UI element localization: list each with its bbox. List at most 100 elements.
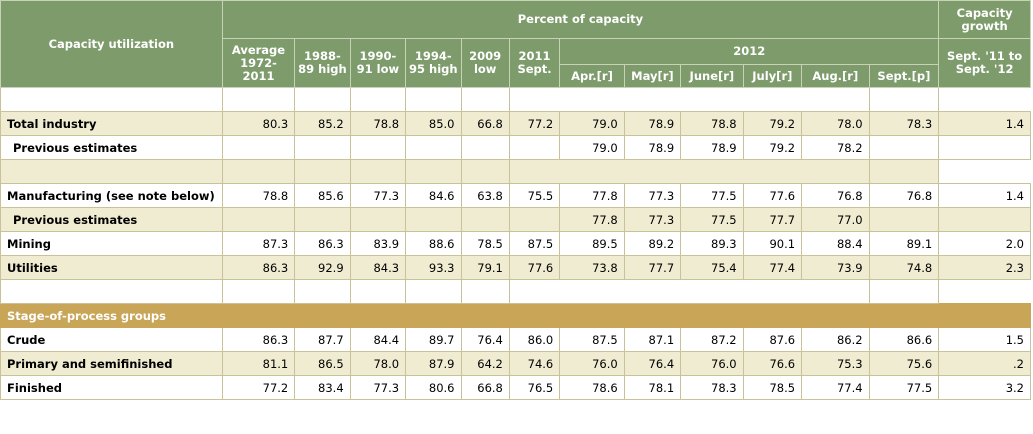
value-cell: 66.8 — [460, 375, 510, 400]
value-cell: 80.6 — [405, 375, 462, 400]
value-cell: 89.3 — [680, 231, 744, 256]
value-cell: 86.3 — [221, 327, 296, 352]
value-cell: 1.5 — [938, 327, 1031, 352]
spacer-cell — [221, 87, 296, 112]
value-cell: 87.3 — [221, 231, 296, 256]
spacer-cell — [221, 159, 296, 184]
value-cell: 92.9 — [294, 255, 351, 280]
value-cell: 2.0 — [938, 231, 1031, 256]
value-cell: 76.4 — [460, 327, 510, 352]
row-label: Finished — [0, 375, 223, 400]
value-cell: 83.4 — [294, 375, 351, 400]
value-cell: 87.7 — [294, 327, 351, 352]
row-label: Manufacturing (see note below) — [0, 183, 223, 208]
value-cell — [508, 135, 561, 160]
value-cell: 78.6 — [559, 375, 625, 400]
value-cell: 73.8 — [559, 255, 625, 280]
header-col: 1994-95 high — [405, 38, 462, 88]
value-cell: .2 — [938, 351, 1031, 376]
table-row: Manufacturing (see note below) 78.8 85.6 77… — [0, 183, 1031, 208]
value-cell: 87.5 — [559, 327, 625, 352]
value-cell: 88.6 — [405, 231, 462, 256]
value-cell: 79.2 — [742, 135, 803, 160]
value-cell: 85.2 — [294, 111, 351, 136]
header-col: 2009 low — [460, 38, 510, 88]
value-cell — [508, 207, 561, 232]
header-month: May[r] — [623, 64, 682, 88]
value-cell: 89.7 — [405, 327, 462, 352]
value-cell: 75.3 — [801, 351, 870, 376]
value-cell: 77.5 — [868, 375, 940, 400]
value-cell: 77.5 — [680, 207, 744, 232]
section-row: Stage-of-process groups — [0, 303, 1031, 328]
section-label: Stage-of-process groups — [0, 303, 1031, 328]
table-row: Previous estimates 79.0 78.9 78.9 79.2 78.2 — [0, 135, 1031, 160]
spacer-cell — [405, 87, 462, 112]
spacer-row — [0, 159, 1031, 184]
value-cell: 77.7 — [742, 207, 803, 232]
value-cell — [405, 135, 462, 160]
value-cell: 86.3 — [294, 231, 351, 256]
spacer-row — [0, 279, 1031, 304]
spacer-cell — [294, 87, 351, 112]
spacer-cell — [508, 159, 870, 184]
row-label: Total industry — [0, 111, 223, 136]
spacer-row — [0, 87, 1031, 112]
header-month: Apr.[r] — [559, 64, 625, 88]
value-cell: 76.0 — [559, 351, 625, 376]
value-cell — [868, 207, 940, 232]
table-row: Utilities 86.3 92.9 84.3 93.3 79.1 77.6 73.8 77.… — [0, 255, 1031, 280]
table-row: Primary and semifinished 81.1 86.5 78.0 87.9… — [0, 351, 1031, 376]
value-cell: 78.9 — [623, 135, 682, 160]
header-month: July[r] — [742, 64, 803, 88]
value-cell: 77.3 — [623, 207, 682, 232]
value-cell: 84.6 — [405, 183, 462, 208]
value-cell: 79.0 — [559, 135, 625, 160]
value-cell: 77.3 — [349, 375, 407, 400]
row-label: Mining — [0, 231, 223, 256]
header-month: June[r] — [680, 64, 744, 88]
value-cell — [938, 207, 1031, 232]
row-label: Crude — [0, 327, 223, 352]
value-cell: 76.0 — [680, 351, 744, 376]
header-col: Average 1972-2011 — [221, 38, 296, 88]
spacer-cell — [349, 159, 407, 184]
value-cell: 78.9 — [623, 111, 682, 136]
capacity-utilization-table: Capacity utilization Percent of capacity… — [0, 0, 1031, 400]
value-cell: 78.0 — [801, 111, 870, 136]
header-col: 1990-91 low — [349, 38, 407, 88]
spacer-cell — [868, 159, 940, 184]
value-cell: 89.1 — [868, 231, 940, 256]
value-cell: 90.1 — [742, 231, 803, 256]
value-cell: 77.8 — [559, 183, 625, 208]
table-row: Crude 86.3 87.7 84.4 89.7 76.4 86.0 87.5 87.1 87.… — [0, 327, 1031, 352]
spacer-cell — [294, 159, 351, 184]
value-cell: 89.5 — [559, 231, 625, 256]
value-cell: 84.3 — [349, 255, 407, 280]
header-month: Aug.[r] — [801, 64, 870, 88]
value-cell: 77.5 — [680, 183, 744, 208]
spacer-cell — [349, 87, 407, 112]
value-cell: 77.3 — [349, 183, 407, 208]
value-cell: 84.4 — [349, 327, 407, 352]
value-cell: 77.3 — [623, 183, 682, 208]
spacer-cell — [868, 87, 940, 112]
value-cell: 86.5 — [294, 351, 351, 376]
value-cell: 64.2 — [460, 351, 510, 376]
value-cell: 77.8 — [559, 207, 625, 232]
value-cell: 78.0 — [349, 351, 407, 376]
value-cell: 79.2 — [742, 111, 803, 136]
table-row: Finished 77.2 83.4 77.3 80.6 66.8 76.5 78.6 78.1… — [0, 375, 1031, 400]
value-cell — [868, 135, 940, 160]
value-cell: 75.5 — [508, 183, 561, 208]
value-cell: 2.3 — [938, 255, 1031, 280]
value-cell: 78.8 — [680, 111, 744, 136]
value-cell: 85.0 — [405, 111, 462, 136]
header-percent-of-capacity: Percent of capacity — [221, 0, 940, 39]
value-cell: 78.2 — [801, 135, 870, 160]
value-cell: 76.4 — [623, 351, 682, 376]
value-cell: 86.0 — [508, 327, 561, 352]
spacer-cell — [460, 159, 510, 184]
table-row: Total industry 80.3 85.2 78.8 85.0 66.8 77.2 79… — [0, 111, 1031, 136]
header-year-2012: 2012 — [559, 38, 940, 65]
